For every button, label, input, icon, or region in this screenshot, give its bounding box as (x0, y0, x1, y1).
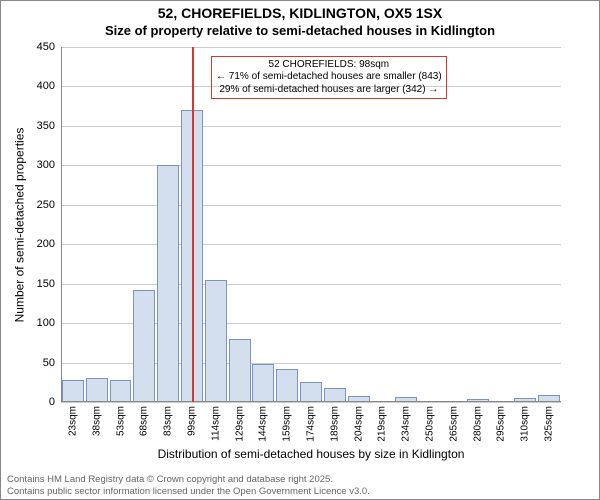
xtick-label: 159sqm (282, 406, 293, 442)
xtick-label: 310sqm (520, 406, 531, 442)
title-line1: 52, CHOREFIELDS, KIDLINGTON, OX5 1SX (1, 5, 599, 21)
bar (229, 339, 251, 402)
ytick-label: 100 (37, 317, 55, 329)
ytick-label: 50 (43, 357, 55, 369)
title-line2: Size of property relative to semi-detach… (1, 23, 599, 38)
bar (205, 280, 227, 402)
plot-area: 05010015020025030035040045023sqm38sqm53s… (61, 47, 561, 402)
footer-line2: Contains public sector information licen… (7, 486, 370, 497)
xtick-label: 144sqm (258, 406, 269, 442)
ytick-label: 300 (37, 159, 55, 171)
xtick-label: 99sqm (186, 406, 197, 436)
bar (110, 380, 132, 402)
xtick-label: 174sqm (306, 406, 317, 442)
ytick-label: 450 (37, 41, 55, 53)
xtick-label: 265sqm (448, 406, 459, 442)
xtick-label: 38sqm (91, 406, 102, 436)
xtick-label: 204sqm (353, 406, 364, 442)
grid-line (61, 126, 561, 127)
xtick-label: 189sqm (329, 406, 340, 442)
annotation-line: 52 CHOREFIELDS: 98sqm (216, 59, 442, 72)
title-block: 52, CHOREFIELDS, KIDLINGTON, OX5 1SX Siz… (1, 1, 599, 38)
xtick-label: 234sqm (401, 406, 412, 442)
grid-line (61, 205, 561, 206)
ytick-label: 200 (37, 238, 55, 250)
footer-line1: Contains HM Land Registry data © Crown c… (7, 474, 370, 485)
annotation-box: 52 CHOREFIELDS: 98sqm← 71% of semi-detac… (211, 56, 447, 100)
x-axis-title: Distribution of semi-detached houses by … (61, 447, 561, 461)
xtick-label: 83sqm (163, 406, 174, 436)
bar (324, 388, 346, 402)
xtick-label: 295sqm (496, 406, 507, 442)
grid-line (61, 284, 561, 285)
grid-line (61, 47, 561, 48)
y-axis-line (61, 47, 62, 402)
xtick-label: 114sqm (210, 406, 221, 441)
bar (252, 364, 274, 402)
footer: Contains HM Land Registry data © Crown c… (7, 474, 370, 497)
xtick-label: 53sqm (115, 406, 126, 436)
bar (157, 165, 179, 402)
bar (86, 378, 108, 402)
ytick-label: 350 (37, 120, 55, 132)
bar (62, 380, 84, 402)
grid-line (61, 244, 561, 245)
xtick-label: 129sqm (234, 406, 245, 442)
x-axis-line (61, 401, 561, 402)
annotation-line: ← 71% of semi-detached houses are smalle… (216, 71, 442, 84)
chart-container: 52, CHOREFIELDS, KIDLINGTON, OX5 1SX Siz… (0, 0, 600, 500)
y-axis-title: Number of semi-detached properties (11, 47, 27, 402)
grid-line (61, 165, 561, 166)
xtick-label: 219sqm (377, 406, 388, 442)
annotation-line: 29% of semi-detached houses are larger (… (216, 84, 442, 97)
xtick-label: 280sqm (472, 406, 483, 442)
xtick-label: 325sqm (544, 406, 555, 442)
ytick-label: 250 (37, 199, 55, 211)
bar (276, 369, 298, 402)
xtick-label: 68sqm (139, 406, 150, 436)
reference-line (192, 47, 194, 402)
xtick-label: 23sqm (67, 406, 78, 436)
ytick-label: 0 (49, 396, 55, 408)
ytick-label: 400 (37, 80, 55, 92)
xtick-label: 250sqm (425, 406, 436, 442)
grid-line (61, 402, 561, 403)
bar (300, 382, 322, 402)
y-axis-title-text: Number of semi-detached properties (12, 127, 26, 322)
ytick-label: 150 (37, 278, 55, 290)
bar (133, 290, 155, 402)
